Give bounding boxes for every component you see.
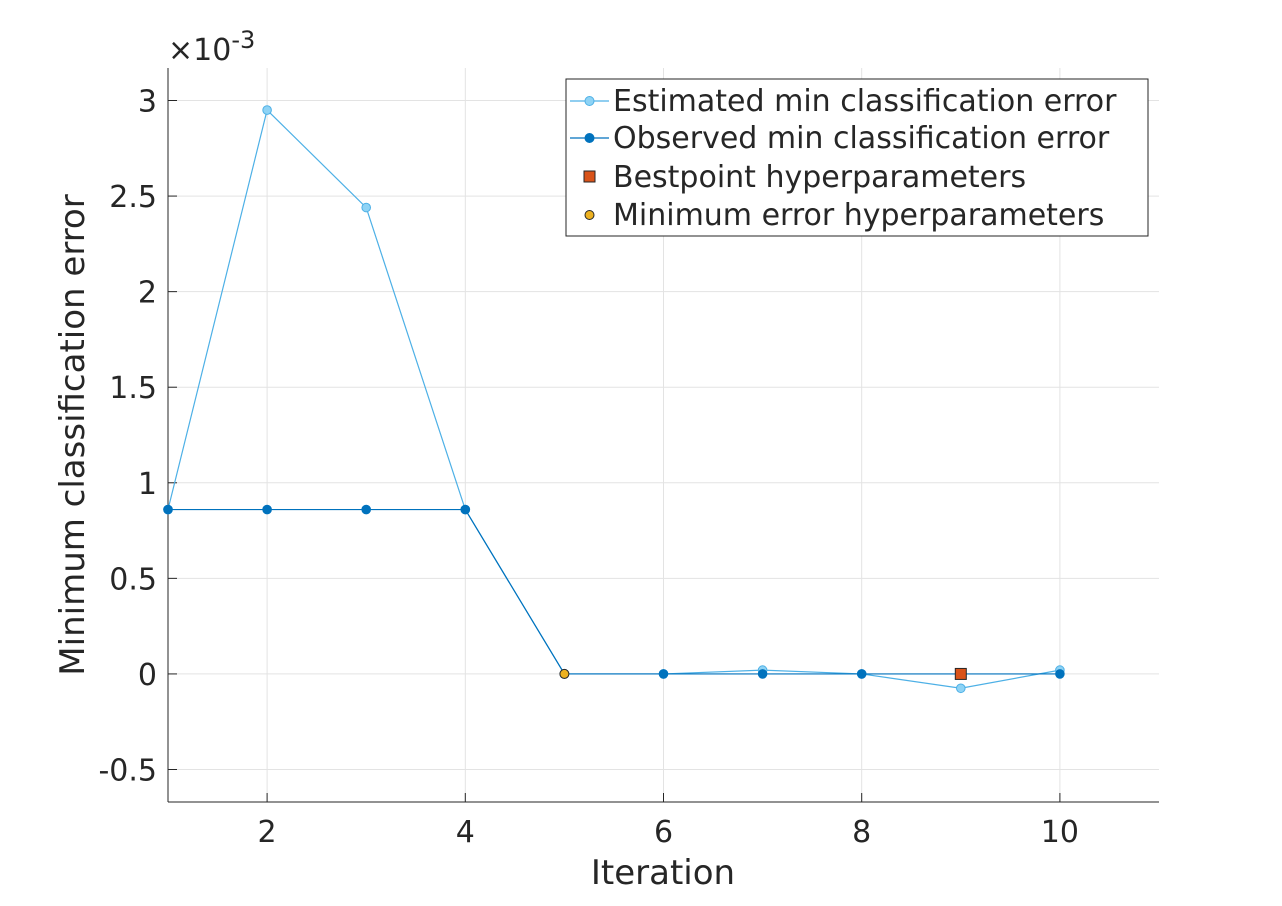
axes-layer <box>167 68 1159 803</box>
tick-label-layer: 2 4 6 8 10 -0.5 0 0.5 1 1.5 2 2.5 3 <box>98 84 1079 850</box>
marker-layer <box>559 667 967 680</box>
legend-box <box>565 78 1149 237</box>
y-tick-label: 0 <box>138 658 157 693</box>
y-tick-label: 1 <box>138 467 157 502</box>
data-point-observed <box>856 669 867 679</box>
y-tick-label: -0.5 <box>98 754 157 789</box>
legend-label-observed: Observed min classification error <box>613 121 1110 156</box>
x-axis-label: Iteration <box>591 853 735 893</box>
y-tick-label: 2.5 <box>109 180 157 215</box>
legend-entry-bestpoint: Bestpoint hyperparameters <box>583 160 1026 195</box>
y-axis-exponent-power: -3 <box>231 26 255 54</box>
data-point-estimated <box>956 683 966 694</box>
legend-entry-minimum-error: Minimum error hyperparameters <box>584 198 1104 233</box>
legend-marker-bestpoint <box>583 170 596 183</box>
data-point-observed <box>262 504 272 515</box>
x-tick-label: 2 <box>258 815 277 850</box>
data-point-estimated <box>361 202 372 213</box>
legend-label-estimated: Estimated min classification error <box>613 84 1117 119</box>
y-tick-label: 3 <box>138 84 157 119</box>
legend-entry-observed: Observed min classification error <box>570 121 1110 156</box>
bestpoint-marker <box>954 667 967 680</box>
data-point-observed <box>460 504 471 515</box>
data-point-observed <box>1055 669 1065 679</box>
legend-marker-minimum-error <box>584 210 595 220</box>
y-tick-label: 1.5 <box>109 371 157 406</box>
legend-label-minimum-error: Minimum error hyperparameters <box>613 198 1104 233</box>
x-tick-label: 4 <box>456 815 475 850</box>
legend-entry-estimated: Estimated min classification error <box>570 84 1117 119</box>
x-tick-label: 6 <box>654 815 673 850</box>
y-axis-exponent-base: ×10 <box>168 33 231 68</box>
legend-marker-observed <box>584 133 595 143</box>
data-point-estimated <box>262 105 272 115</box>
legend-marker-estimated <box>584 96 595 106</box>
legend: Estimated min classification error Obser… <box>565 78 1149 237</box>
data-point-observed <box>163 504 173 515</box>
x-tick-label: 8 <box>852 815 871 850</box>
minimum-error-marker <box>559 668 570 679</box>
x-tick-label: 10 <box>1041 815 1079 850</box>
data-point-observed <box>658 669 669 679</box>
y-axis-label: Minimum classification error <box>53 194 93 675</box>
y-axis-exponent: ×10-3 <box>168 26 255 68</box>
series-line-observed <box>168 508 1060 675</box>
data-point-observed <box>757 669 768 679</box>
data-point-observed <box>361 504 372 515</box>
legend-label-bestpoint: Bestpoint hyperparameters <box>613 160 1026 195</box>
y-tick-label: 2 <box>138 276 157 311</box>
y-tick-label: 0.5 <box>109 562 157 597</box>
